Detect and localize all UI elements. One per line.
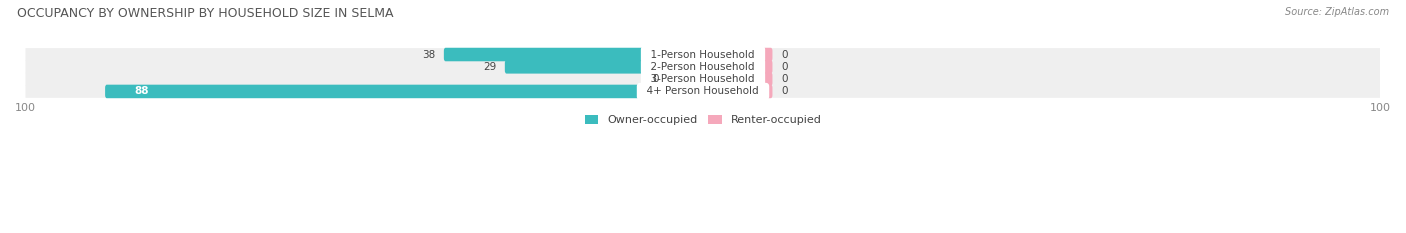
Text: 1-Person Household: 1-Person Household bbox=[644, 50, 762, 59]
FancyBboxPatch shape bbox=[702, 72, 772, 86]
Text: Source: ZipAtlas.com: Source: ZipAtlas.com bbox=[1285, 7, 1389, 17]
FancyBboxPatch shape bbox=[25, 73, 1381, 86]
Text: 0: 0 bbox=[780, 50, 787, 59]
Text: 38: 38 bbox=[422, 50, 436, 59]
FancyBboxPatch shape bbox=[25, 85, 1381, 98]
FancyBboxPatch shape bbox=[702, 60, 772, 74]
FancyBboxPatch shape bbox=[668, 72, 704, 86]
Legend: Owner-occupied, Renter-occupied: Owner-occupied, Renter-occupied bbox=[581, 110, 825, 130]
FancyBboxPatch shape bbox=[505, 60, 704, 74]
Text: 0: 0 bbox=[652, 74, 659, 84]
Text: 0: 0 bbox=[780, 86, 787, 96]
FancyBboxPatch shape bbox=[25, 48, 1381, 61]
Text: 0: 0 bbox=[780, 74, 787, 84]
Text: 0: 0 bbox=[780, 62, 787, 72]
FancyBboxPatch shape bbox=[25, 60, 1381, 73]
Text: 2-Person Household: 2-Person Household bbox=[644, 62, 762, 72]
FancyBboxPatch shape bbox=[444, 48, 704, 61]
FancyBboxPatch shape bbox=[105, 85, 704, 98]
Text: 4+ Person Household: 4+ Person Household bbox=[641, 86, 765, 96]
Text: 29: 29 bbox=[484, 62, 496, 72]
Text: 88: 88 bbox=[134, 86, 149, 96]
FancyBboxPatch shape bbox=[702, 48, 772, 61]
Text: OCCUPANCY BY OWNERSHIP BY HOUSEHOLD SIZE IN SELMA: OCCUPANCY BY OWNERSHIP BY HOUSEHOLD SIZE… bbox=[17, 7, 394, 20]
Text: 3-Person Household: 3-Person Household bbox=[644, 74, 762, 84]
FancyBboxPatch shape bbox=[702, 85, 772, 98]
